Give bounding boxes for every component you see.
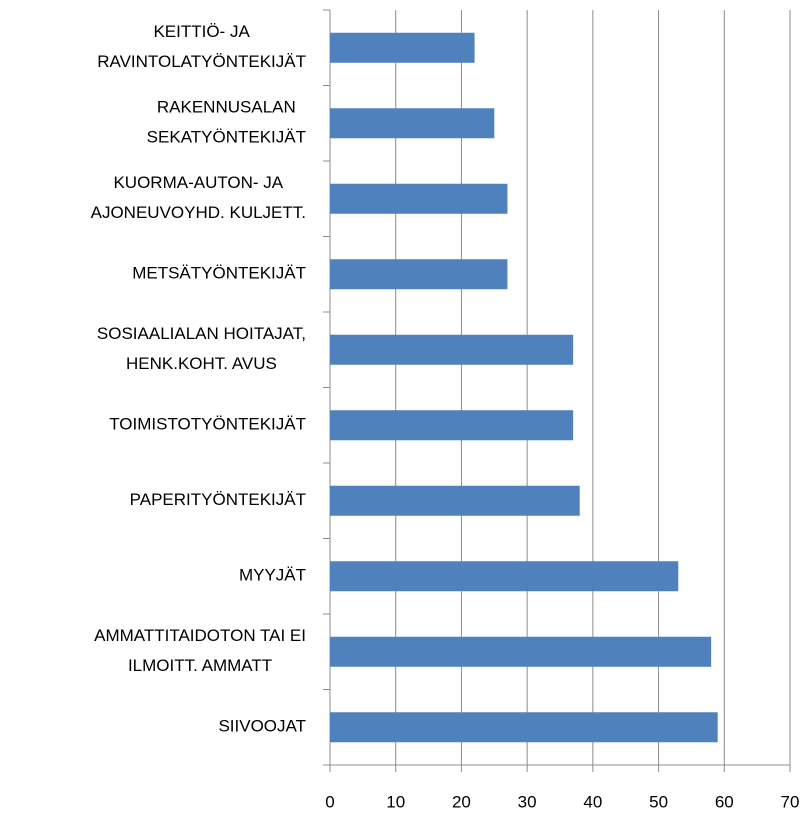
x-tick-label: 10 — [386, 792, 405, 811]
x-tick-label: 30 — [518, 792, 537, 811]
bar — [330, 410, 574, 441]
bar — [330, 636, 712, 667]
bar — [330, 712, 718, 743]
y-tick-label: PAPERITYÖNTEKIJÄT — [130, 490, 306, 509]
y-tick-label: RAKENNUSALAN SEKATYÖNTEKIJÄT — [147, 98, 306, 147]
y-tick-label: SIIVOOJAT — [218, 717, 306, 736]
x-tick-label: 0 — [325, 792, 334, 811]
bar — [330, 334, 574, 365]
x-tick-label: 70 — [781, 792, 800, 811]
x-tick-label: 50 — [649, 792, 668, 811]
bar — [330, 561, 679, 592]
y-tick-label: TOIMISTOTYÖNTEKIJÄT — [109, 415, 306, 434]
bar — [330, 32, 475, 63]
bar — [330, 485, 580, 516]
y-tick-label: METSÄTYÖNTEKIJÄT — [132, 264, 306, 283]
y-tick-label: KUORMA-AUTON- JA AJONEUVOYHD. KULJETT. — [91, 173, 306, 222]
y-tick-label: MYYJÄT — [239, 566, 306, 585]
x-tick-label: 40 — [583, 792, 602, 811]
x-tick-label: 60 — [715, 792, 734, 811]
bar — [330, 183, 508, 214]
y-tick-label: KEITTIÖ- JA RAVINTOLATYÖNTEKIJÄT — [97, 22, 306, 71]
bar — [330, 259, 508, 290]
y-tick-label: AMMATTITAIDOTON TAI EI ILMOITT. AMMATT — [94, 626, 306, 675]
y-tick-label: SOSIAALIALAN HOITAJAT, HENK.KOHT. AVUS — [97, 324, 306, 373]
x-tick-label: 20 — [452, 792, 471, 811]
bar — [330, 108, 495, 139]
